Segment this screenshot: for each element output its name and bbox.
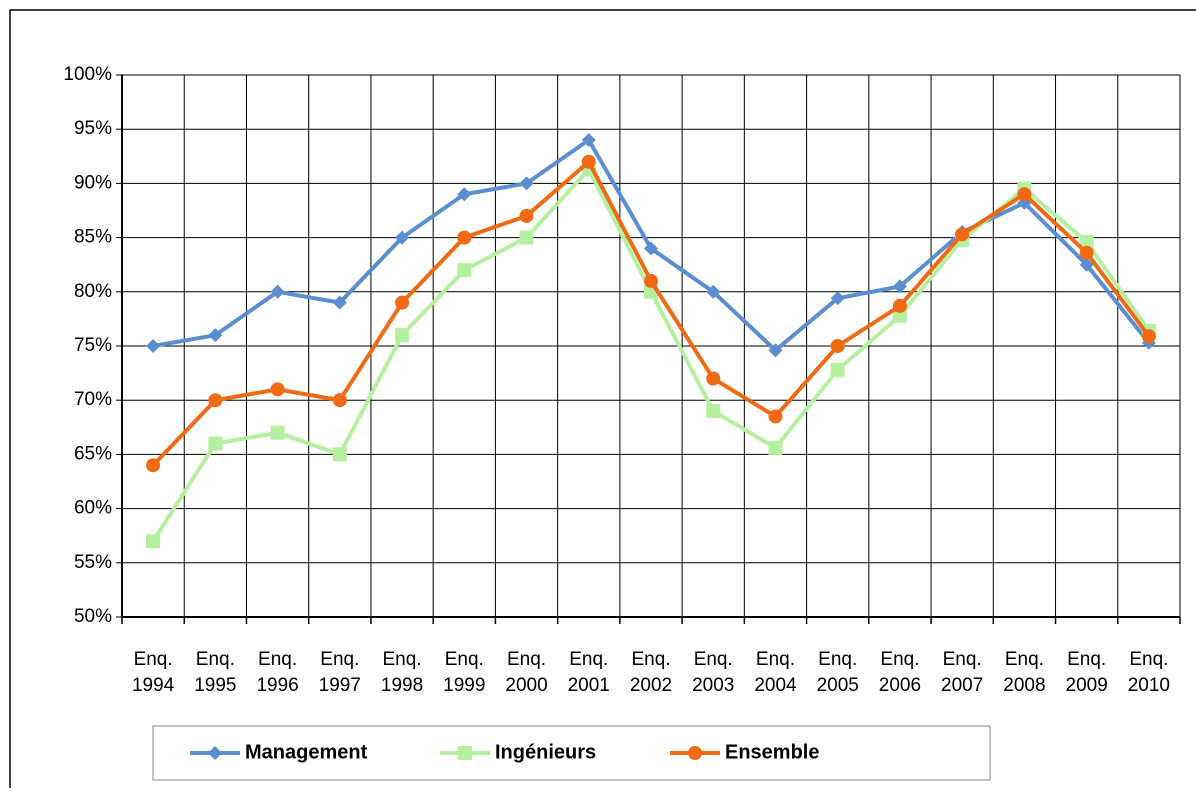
y-tick-label: 60% — [74, 498, 112, 519]
marker — [519, 176, 534, 191]
marker — [457, 230, 472, 245]
marker — [830, 362, 845, 377]
marker — [892, 308, 907, 323]
legend-box — [152, 725, 991, 781]
x-tick-label: Enq. 1994 — [132, 649, 175, 696]
marker — [644, 241, 658, 256]
marker — [1079, 257, 1094, 272]
marker — [892, 298, 907, 313]
marker — [768, 343, 783, 358]
marker — [332, 295, 347, 310]
x-tick-label: Enq. 1995 — [194, 649, 236, 696]
legend-label: Ingénieurs — [495, 741, 596, 763]
x-tick-label: Enq. 2003 — [692, 649, 734, 696]
marker — [1141, 329, 1156, 344]
marker — [208, 328, 223, 343]
frame — [9, 9, 1196, 793]
marker — [706, 404, 721, 419]
marker — [519, 230, 534, 245]
marker — [146, 458, 161, 473]
marker — [457, 187, 472, 202]
x-tick-label: Enq. 2004 — [754, 649, 797, 696]
y-tick-label: 80% — [74, 281, 112, 302]
marker — [955, 227, 970, 242]
marker — [458, 746, 472, 760]
y-tick-label: 50% — [74, 606, 112, 627]
marker — [1079, 234, 1094, 249]
x-tick-label: Enq. 1996 — [256, 649, 298, 696]
x-tick-label: Enq. 1998 — [381, 649, 423, 696]
x-tick-label: Enq. 2001 — [568, 649, 610, 696]
marker — [706, 371, 721, 386]
marker — [768, 409, 783, 424]
y-tick-label: 65% — [74, 443, 112, 464]
marker — [768, 440, 783, 455]
marker — [519, 208, 534, 223]
marker — [395, 230, 410, 245]
x-tick-label: Enq. 2005 — [817, 649, 859, 696]
marker — [892, 279, 907, 294]
marker — [830, 291, 845, 306]
marker — [146, 339, 161, 353]
y-tick-label: 95% — [74, 118, 112, 139]
marker — [208, 746, 222, 760]
x-tick-label: Enq. 2006 — [879, 649, 921, 696]
marker — [581, 154, 596, 169]
y-tick-label: 85% — [74, 227, 112, 248]
x-tick-label: Enq. 1999 — [443, 649, 485, 696]
y-tick-label: 90% — [74, 172, 112, 193]
marker — [208, 436, 223, 451]
marker — [332, 447, 347, 462]
marker — [146, 534, 161, 549]
marker — [1017, 187, 1032, 202]
marker — [581, 133, 596, 148]
marker — [270, 284, 285, 299]
x-tick-label: Enq. 2000 — [505, 649, 547, 696]
marker — [457, 263, 472, 278]
marker — [270, 382, 285, 397]
x-tick-label: Enq. 2008 — [1003, 649, 1045, 696]
x-tick-label: Enq. 2007 — [941, 649, 983, 696]
y-tick-label: 55% — [74, 552, 112, 573]
y-tick-label: 100% — [63, 64, 112, 85]
marker — [830, 339, 845, 353]
marker — [395, 295, 410, 310]
marker — [1079, 245, 1094, 260]
x-tick-label: Enq. 2010 — [1128, 649, 1170, 696]
series-line — [151, 167, 1151, 543]
marker — [706, 284, 721, 299]
marker — [395, 328, 410, 343]
marker — [688, 746, 702, 760]
y-tick-label: 70% — [74, 389, 112, 410]
marker — [644, 273, 658, 288]
marker — [208, 393, 223, 408]
legend-label: Management — [245, 741, 368, 763]
x-tick-label: Enq. 2002 — [630, 649, 672, 696]
y-tick-label: 75% — [74, 335, 112, 356]
marker — [332, 393, 347, 408]
legend-label: Ensemble — [725, 741, 819, 763]
x-tick-label: Enq. 2009 — [1066, 649, 1108, 696]
x-tick-label: Enq. 1997 — [319, 649, 361, 696]
marker — [270, 425, 285, 440]
